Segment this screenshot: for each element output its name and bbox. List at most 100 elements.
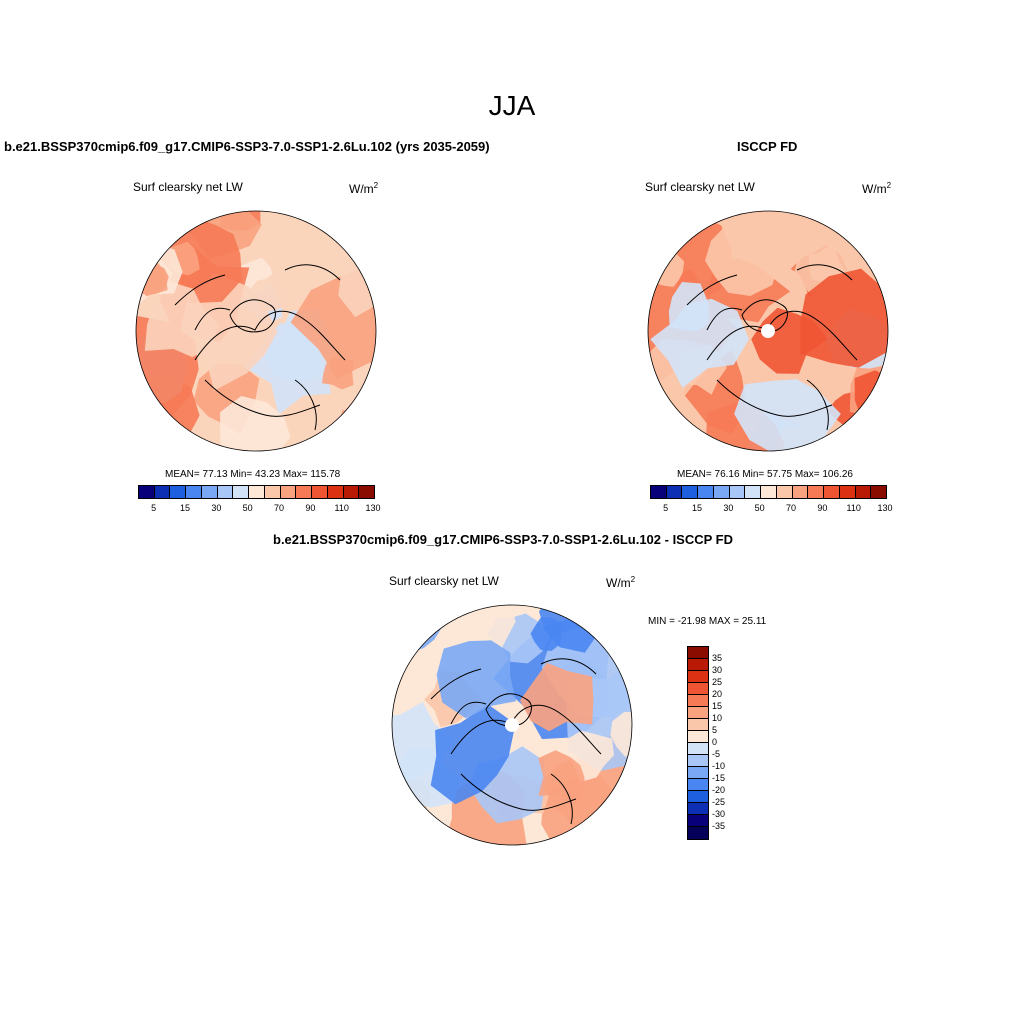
colorbar-tick-label: 10 bbox=[712, 713, 723, 723]
colorbar-swatch bbox=[688, 815, 708, 827]
coastline bbox=[450, 704, 602, 755]
colorbar-swatch bbox=[839, 486, 856, 498]
colorbar-tick-label: 25 bbox=[712, 677, 723, 687]
coastline bbox=[174, 274, 226, 306]
colorbar-tick-label: 110 bbox=[334, 503, 349, 513]
colorbar-tick-label: 15 bbox=[179, 503, 191, 513]
model-stats: MEAN= 77.13 Min= 43.23 Max= 115.78 bbox=[165, 469, 341, 480]
colorbar-tick-label: 30 bbox=[723, 503, 734, 513]
colorbar-tick-label: 50 bbox=[754, 503, 765, 513]
colorbar-swatch bbox=[343, 486, 360, 498]
contour-region bbox=[136, 390, 156, 433]
contour-region bbox=[538, 750, 586, 805]
colorbar-swatch bbox=[871, 486, 887, 498]
colorbar-tick-label: 110 bbox=[846, 503, 861, 513]
colorbar-tick-label: 5 bbox=[151, 503, 157, 513]
colorbar-tick-label: -10 bbox=[712, 761, 726, 771]
coastline bbox=[706, 310, 858, 361]
model-units-label: W/m2 bbox=[349, 181, 379, 196]
colorbar-swatch bbox=[688, 683, 708, 695]
colorbar-swatch bbox=[186, 486, 202, 498]
coastline bbox=[741, 299, 788, 333]
contour-region bbox=[705, 224, 779, 296]
model-variable-label: Surf clearsky net LW bbox=[133, 180, 243, 194]
coastline bbox=[716, 379, 833, 417]
diff-colorbar bbox=[687, 646, 709, 840]
obs-panel-title: ISCCP FD bbox=[737, 139, 798, 154]
contour-region bbox=[249, 270, 289, 312]
colorbar-swatch bbox=[688, 827, 708, 839]
colorbar-swatch bbox=[688, 659, 708, 671]
coastline bbox=[706, 307, 743, 331]
colorbar-tick-label: 30 bbox=[712, 665, 723, 675]
coastline bbox=[540, 658, 597, 675]
colorbar-swatch bbox=[745, 486, 762, 498]
colorbar-swatch bbox=[688, 791, 708, 803]
colorbar-swatch bbox=[855, 486, 872, 498]
pole-missing-data bbox=[505, 718, 519, 732]
colorbar-swatch bbox=[688, 671, 708, 683]
colorbar-swatch bbox=[688, 755, 708, 767]
colorbar-tick-label: -35 bbox=[712, 821, 726, 831]
coastline bbox=[204, 379, 321, 417]
coastline bbox=[686, 274, 738, 306]
diff-variable-label: Surf clearsky net LW bbox=[389, 574, 499, 588]
colorbar-swatch bbox=[713, 486, 730, 498]
contour-region bbox=[854, 370, 888, 431]
obs-units-label: W/m2 bbox=[862, 181, 892, 196]
colorbar-tick-label: 50 bbox=[242, 503, 253, 513]
colorbar-swatch bbox=[688, 803, 708, 815]
colorbar-tick-label: 30 bbox=[211, 503, 222, 513]
colorbar-swatch bbox=[688, 647, 708, 659]
colorbar-swatch bbox=[249, 486, 265, 498]
model-polar-map bbox=[135, 210, 377, 452]
coastline bbox=[450, 701, 487, 725]
diff-panel-title: b.e21.BSSP370cmip6.f09_g17.CMIP6-SSP3-7.… bbox=[273, 532, 734, 547]
contour-region bbox=[530, 617, 562, 651]
colorbar-tick-label: -30 bbox=[712, 809, 726, 819]
diff-units-label: W/m2 bbox=[606, 575, 636, 590]
coastline bbox=[284, 264, 341, 281]
coastline bbox=[430, 668, 482, 700]
colorbar-swatch bbox=[359, 486, 375, 498]
obs-colorbar-ticks: 5 15 30 50 70 90 110 130 bbox=[650, 503, 892, 515]
colorbar-tick-label: -25 bbox=[712, 797, 726, 807]
colorbar-tick-label: 90 bbox=[817, 503, 828, 513]
coastline bbox=[550, 773, 573, 825]
contour-region bbox=[734, 379, 841, 451]
coastline bbox=[460, 773, 577, 811]
colorbar-swatch bbox=[682, 486, 699, 498]
colorbar-swatch bbox=[688, 719, 708, 731]
colorbar-tick-label: 15 bbox=[691, 503, 703, 513]
obs-polar-map bbox=[647, 210, 889, 452]
colorbar-swatch bbox=[688, 767, 708, 779]
colorbar-tick-label: 130 bbox=[877, 503, 893, 513]
map-border bbox=[391, 604, 633, 846]
colorbar-tick-label: -15 bbox=[712, 773, 726, 783]
coastline bbox=[796, 264, 853, 281]
pole-missing-data bbox=[761, 324, 775, 338]
colorbar-swatch bbox=[233, 486, 250, 498]
colorbar-tick-label: -5 bbox=[712, 749, 721, 759]
coastline bbox=[194, 307, 231, 331]
colorbar-swatch bbox=[688, 743, 708, 755]
colorbar-swatch bbox=[761, 486, 777, 498]
colorbar-swatch bbox=[651, 486, 667, 498]
colorbar-swatch bbox=[776, 486, 793, 498]
colorbar-tick-label: 130 bbox=[365, 503, 381, 513]
colorbar-swatch bbox=[792, 486, 809, 498]
contour-region bbox=[220, 396, 291, 451]
colorbar-swatch bbox=[688, 695, 708, 707]
contour-region bbox=[144, 280, 219, 358]
coastline bbox=[229, 299, 276, 333]
figure-title: JJA bbox=[488, 90, 536, 121]
contour-region bbox=[610, 712, 632, 757]
colorbar-tick-label: 5 bbox=[712, 725, 718, 735]
model-panel-title: b.e21.BSSP370cmip6.f09_g17.CMIP6-SSP3-7.… bbox=[4, 139, 490, 154]
obs-stats: MEAN= 76.16 Min= 57.75 Max= 106.26 bbox=[677, 469, 853, 480]
colorbar-swatch bbox=[698, 486, 714, 498]
colorbar-swatch bbox=[170, 486, 187, 498]
coastline bbox=[294, 379, 317, 431]
colorbar-swatch bbox=[296, 486, 313, 498]
diff-polar-map bbox=[391, 604, 633, 846]
